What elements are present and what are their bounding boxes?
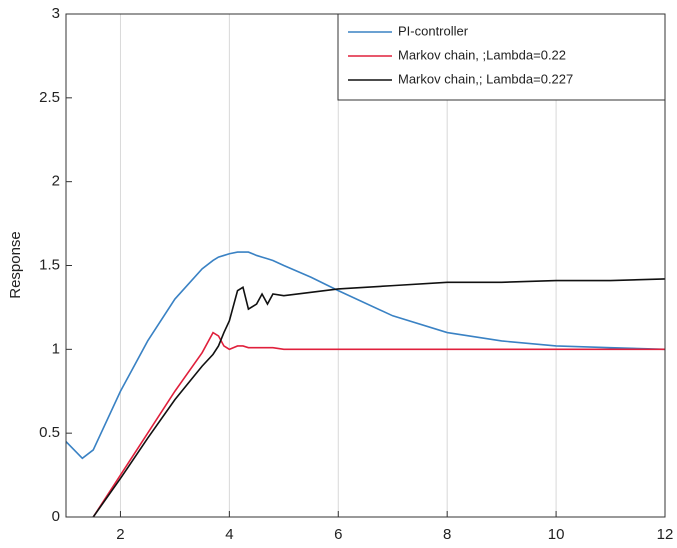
y-tick-label: 2	[52, 173, 60, 190]
x-tick-label: 8	[443, 526, 451, 543]
y-tick-label: 2.5	[39, 89, 60, 106]
y-tick-label: 1.5	[39, 256, 60, 273]
x-tick-label: 4	[225, 526, 233, 543]
legend-box	[337, 13, 666, 101]
x-tick-label: 12	[657, 526, 674, 543]
x-tick-label: 10	[548, 526, 565, 543]
legend-label: Markov chain,; Lambda=0.227	[398, 71, 573, 86]
y-axis-label: Response	[7, 231, 24, 299]
y-tick-label: 0	[52, 508, 60, 525]
y-tick-label: 0.5	[39, 424, 60, 441]
series-line	[92, 278, 665, 517]
x-tick-label: 2	[116, 526, 124, 543]
legend-label: PI-controller	[398, 23, 469, 38]
y-tick-label: 1	[52, 340, 60, 357]
y-tick-label: 3	[52, 5, 60, 22]
legend-label: Markov chain, ;Lambda=0.22	[398, 47, 566, 62]
series-line	[92, 331, 665, 517]
series-line	[66, 251, 665, 460]
x-tick-label: 6	[334, 526, 342, 543]
